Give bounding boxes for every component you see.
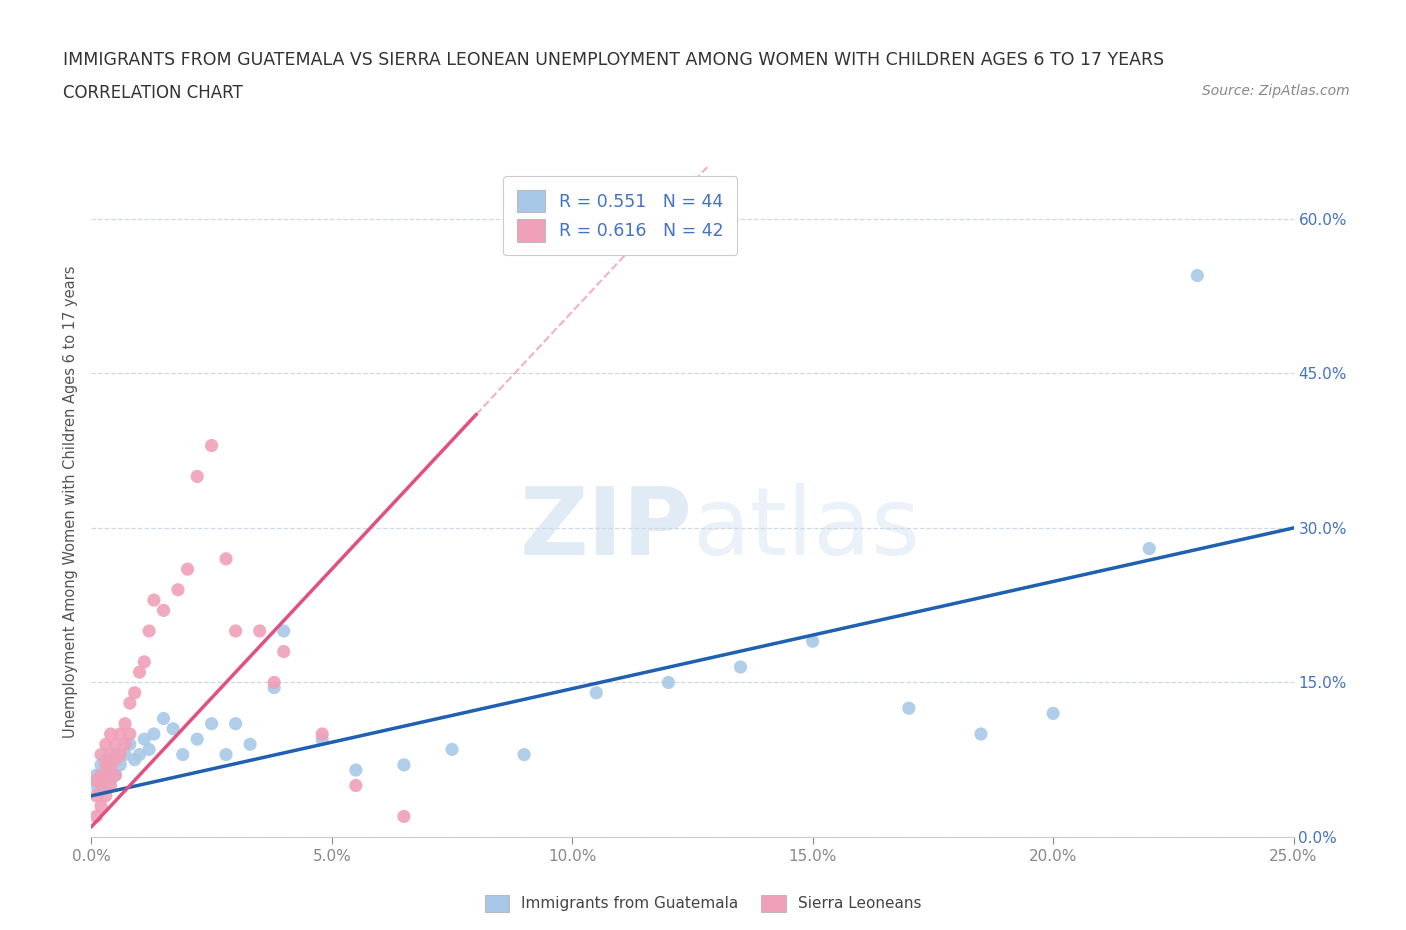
Point [84,773,107,788]
Point [311,726,333,741]
Point [84,778,107,793]
Legend: Immigrants from Guatemala, Sierra Leoneans: Immigrants from Guatemala, Sierra Leonea… [478,889,928,918]
Point [118,737,141,751]
Point [94,737,117,751]
Point [100,747,122,762]
Point [90,778,112,793]
Point [138,623,160,638]
Point [114,747,136,762]
Point [1187,268,1209,283]
Point [128,747,150,762]
Point [90,783,112,798]
Point [142,726,165,741]
Point [585,685,607,700]
Y-axis label: Unemployment Among Women with Children Ages 6 to 17 years: Unemployment Among Women with Children A… [63,266,79,738]
Point [100,757,122,772]
Point [134,732,156,747]
Point [186,469,208,484]
Point [176,562,198,577]
Point [110,747,132,762]
Point [344,778,367,793]
Point [100,778,122,793]
Point [392,809,415,824]
Point [897,701,920,716]
Point [730,659,752,674]
Point [239,737,262,751]
Point [100,726,122,741]
Point [392,757,415,772]
Point [201,438,224,453]
Point [138,742,160,757]
Point [84,809,107,824]
Point [90,757,112,772]
Point [440,742,463,757]
Point [1042,706,1064,721]
Point [110,726,132,741]
Point [152,603,174,618]
Point [142,592,165,607]
Point [225,716,247,731]
Point [134,655,156,670]
Point [225,623,247,638]
Point [172,747,194,762]
Point [94,789,117,804]
Point [114,737,136,751]
Point [90,747,112,762]
Point [124,685,146,700]
Point [167,582,190,597]
Legend: R = 0.551   N = 44, R = 0.616   N = 42: R = 0.551 N = 44, R = 0.616 N = 42 [503,176,737,256]
Text: ZIP: ZIP [520,483,692,575]
Point [84,768,107,783]
Point [104,768,127,783]
Point [1137,541,1160,556]
Point [90,768,112,783]
Point [90,768,112,783]
Point [104,752,127,767]
Point [94,757,117,772]
Point [215,551,238,566]
Point [162,722,184,737]
Point [263,680,285,695]
Point [263,675,285,690]
Text: Source: ZipAtlas.com: Source: ZipAtlas.com [1202,84,1350,98]
Point [344,763,367,777]
Point [273,623,295,638]
Point [94,752,117,767]
Point [84,789,107,804]
Text: CORRELATION CHART: CORRELATION CHART [63,84,243,101]
Point [94,763,117,777]
Point [215,747,238,762]
Text: IMMIGRANTS FROM GUATEMALA VS SIERRA LEONEAN UNEMPLOYMENT AMONG WOMEN WITH CHILDR: IMMIGRANTS FROM GUATEMALA VS SIERRA LEON… [63,51,1164,69]
Point [114,716,136,731]
Point [124,752,146,767]
Point [801,634,824,649]
Point [104,737,127,751]
Point [100,757,122,772]
Point [249,623,271,638]
Point [90,799,112,814]
Point [970,726,993,741]
Point [311,732,333,747]
Point [118,696,141,711]
Point [110,757,132,772]
Point [100,773,122,788]
Point [104,768,127,783]
Point [513,747,536,762]
Point [94,768,117,783]
Point [152,711,174,726]
Text: atlas: atlas [692,483,921,575]
Point [201,716,224,731]
Point [94,778,117,793]
Point [128,665,150,680]
Point [118,726,141,741]
Point [657,675,679,690]
Point [273,644,295,659]
Point [186,732,208,747]
Point [104,747,127,762]
